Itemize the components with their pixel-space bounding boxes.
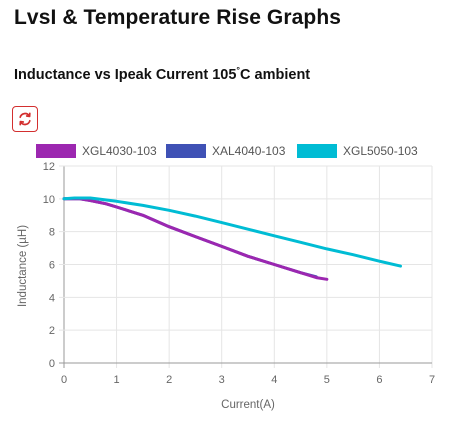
legend-swatch-xgl4030	[36, 144, 76, 158]
y-axis-title: Inductance (µH)	[17, 225, 29, 307]
y-tick-label: 8	[49, 227, 55, 239]
x-tick-label: 6	[376, 374, 382, 386]
chart-title-degree: °	[236, 65, 241, 75]
legend-swatch-xgl5050	[297, 144, 337, 158]
chart-title: Inductance vs Ipeak Current 105°C ambien…	[14, 65, 311, 83]
legend-label-xgl5050: XGL5050-103	[343, 144, 418, 158]
page-title: LvsI & Temperature Rise Graphs	[14, 6, 342, 29]
y-tick-label: 6	[49, 260, 55, 272]
x-tick-label: 5	[324, 374, 330, 386]
chart-grid	[59, 165, 433, 368]
legend-item-xgl5050[interactable]: XGL5050-103	[297, 143, 418, 159]
x-tick-label: 2	[166, 374, 172, 386]
chart-series	[62, 196, 402, 281]
x-tick-label: 0	[61, 374, 67, 386]
legend-swatch-xal4040	[166, 144, 206, 158]
y-tick-label: 10	[43, 194, 55, 206]
legend-label-xal4040: XAL4040-103	[212, 144, 286, 158]
y-tick-label: 2	[49, 325, 55, 337]
y-tick-label: 0	[49, 358, 55, 370]
x-tick-label: 7	[429, 374, 435, 386]
legend-label-xgl4030: XGL4030-103	[82, 144, 157, 158]
series-line-xgl5050-103[interactable]	[62, 196, 402, 268]
chart-title-main: Inductance vs Ipeak Current 105	[14, 67, 237, 83]
refresh-icon	[19, 112, 31, 126]
chart-title-suffix: C ambient	[240, 67, 311, 83]
x-tick-label: 3	[219, 374, 225, 386]
x-tick-label: 1	[114, 374, 120, 386]
y-tick-label: 4	[49, 292, 55, 304]
series-line-xgl4030-103[interactable]	[62, 197, 329, 281]
x-axis-title: Current(A)	[221, 399, 275, 411]
reset-zoom-button[interactable]	[12, 106, 38, 132]
x-tick-label: 4	[271, 374, 277, 386]
legend-item-xgl4030[interactable]: XGL4030-103	[36, 143, 157, 159]
y-tick-label: 12	[43, 161, 55, 173]
legend-item-xal4040[interactable]: XAL4040-103	[166, 143, 285, 159]
